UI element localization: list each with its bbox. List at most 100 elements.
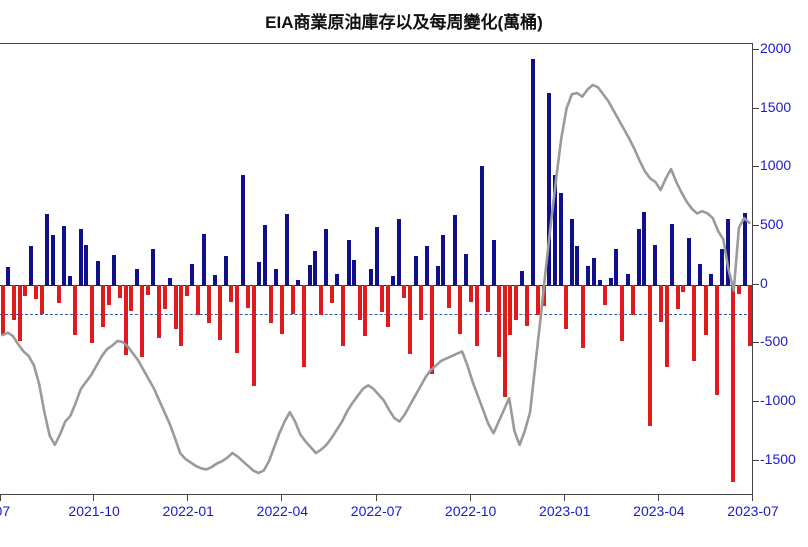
x-tick-mark <box>0 495 1 501</box>
bar-weekly-change <box>547 93 552 285</box>
bar-weekly-change <box>625 274 630 285</box>
bar-weekly-change <box>469 284 474 303</box>
bar-weekly-change <box>452 215 457 285</box>
bar-weekly-change <box>513 284 518 320</box>
x-tick-label: 2022-10 <box>444 503 497 519</box>
bar-weekly-change <box>698 263 702 285</box>
bar-weekly-change <box>413 256 418 285</box>
y-tick-mark <box>753 283 759 285</box>
bar-weekly-change <box>530 59 535 285</box>
bar-weekly-change <box>318 284 323 316</box>
bar-weekly-change <box>380 284 385 312</box>
y-tick-label: -1000 <box>760 392 796 409</box>
y-tick-label: 1000 <box>760 157 792 174</box>
bar-weekly-change <box>6 267 11 285</box>
stock-level-line <box>1 83 751 475</box>
bar-weekly-change <box>140 284 145 358</box>
x-tick-mark <box>93 495 95 501</box>
bar-weekly-change <box>474 284 479 346</box>
bar-weekly-change <box>681 284 686 292</box>
bar-weekly-change <box>240 175 245 285</box>
bar-weekly-change <box>374 227 379 285</box>
x-tick-mark <box>281 495 283 501</box>
bar-weekly-change <box>84 244 89 285</box>
x-tick-mark <box>469 495 471 501</box>
bar-weekly-change <box>486 284 491 312</box>
bar-weekly-change <box>447 284 451 309</box>
x-tick-label: 2022-01 <box>162 503 214 519</box>
bar-weekly-change <box>218 284 223 340</box>
bar-weekly-change <box>246 284 251 309</box>
bar-weekly-change <box>419 284 424 320</box>
bar-weekly-change <box>686 237 691 285</box>
bar-weekly-change <box>575 245 580 285</box>
bar-weekly-change <box>11 284 16 320</box>
bar-weekly-change <box>742 213 747 285</box>
plot-area <box>0 43 753 495</box>
bar-weekly-change <box>731 284 736 482</box>
bar-weekly-change <box>184 284 189 297</box>
bar-weekly-change <box>313 250 318 285</box>
reference-dashed-line <box>0 314 752 316</box>
bar-weekly-change <box>123 284 128 356</box>
x-tick-label: 2022-07 <box>350 503 403 519</box>
bar-weekly-change <box>658 284 663 323</box>
bar-weekly-change <box>50 235 55 285</box>
x-tick-mark <box>657 495 659 501</box>
bar-weekly-change <box>17 284 22 342</box>
x-tick-mark <box>563 495 565 501</box>
bar-weekly-change <box>179 284 184 346</box>
bar-weekly-change <box>508 284 513 336</box>
bar-weekly-change <box>229 284 234 303</box>
bar-weekly-change <box>458 284 463 334</box>
y-tick-label: 1500 <box>760 98 792 115</box>
bar-weekly-change <box>502 284 507 398</box>
bar-weekly-change <box>748 284 752 346</box>
bar-weekly-change <box>631 284 636 316</box>
bar-weekly-change <box>402 284 407 298</box>
bar-weekly-change <box>156 284 161 338</box>
bar-weekly-change <box>664 284 669 367</box>
zero-line <box>0 284 752 286</box>
bar-weekly-change <box>223 256 228 285</box>
bar-weekly-change <box>207 284 212 324</box>
bar-weekly-change <box>463 254 468 285</box>
bar-weekly-change <box>190 263 195 285</box>
bar-weekly-change <box>703 284 708 336</box>
page-title: EIA商業原油庫存以及每周變化(萬桶) <box>265 13 543 32</box>
bar-weekly-change <box>212 275 217 285</box>
bar-weekly-change <box>45 214 50 285</box>
bar-weekly-change <box>407 284 412 354</box>
bar-weekly-change <box>285 214 290 285</box>
bar-weekly-change <box>603 284 608 305</box>
bar-weekly-change <box>335 274 340 285</box>
y-tick-label: -1500 <box>760 450 796 467</box>
bar-weekly-change <box>642 211 647 285</box>
bar-weekly-change <box>117 284 122 298</box>
bar-weekly-change <box>341 284 346 346</box>
bar-weekly-change <box>368 269 373 285</box>
bar-weekly-change <box>274 269 279 285</box>
bar-weekly-change <box>262 224 267 285</box>
y-tick-mark <box>753 107 759 109</box>
bar-weekly-change <box>564 284 569 330</box>
bar-weekly-change <box>580 284 585 349</box>
bar-weekly-change <box>134 269 139 285</box>
bar-weekly-change <box>151 249 156 285</box>
x-tick-mark <box>375 495 377 501</box>
bar-weekly-change <box>737 284 742 295</box>
x-tick-mark <box>187 495 189 501</box>
y-tick-mark <box>753 48 759 50</box>
bar-weekly-change <box>619 284 624 342</box>
bar-weekly-change <box>0 284 5 336</box>
bar-weekly-change <box>714 284 719 396</box>
bar-weekly-change <box>536 284 541 316</box>
bar-weekly-change <box>608 277 613 285</box>
bar-weekly-change <box>424 245 429 285</box>
bar-weekly-change <box>90 284 95 344</box>
bar-weekly-change <box>39 284 44 315</box>
bar-weekly-change <box>296 279 301 285</box>
bar-weekly-change <box>201 234 206 285</box>
bar-weekly-change <box>78 229 83 285</box>
bar-weekly-change <box>23 284 28 297</box>
